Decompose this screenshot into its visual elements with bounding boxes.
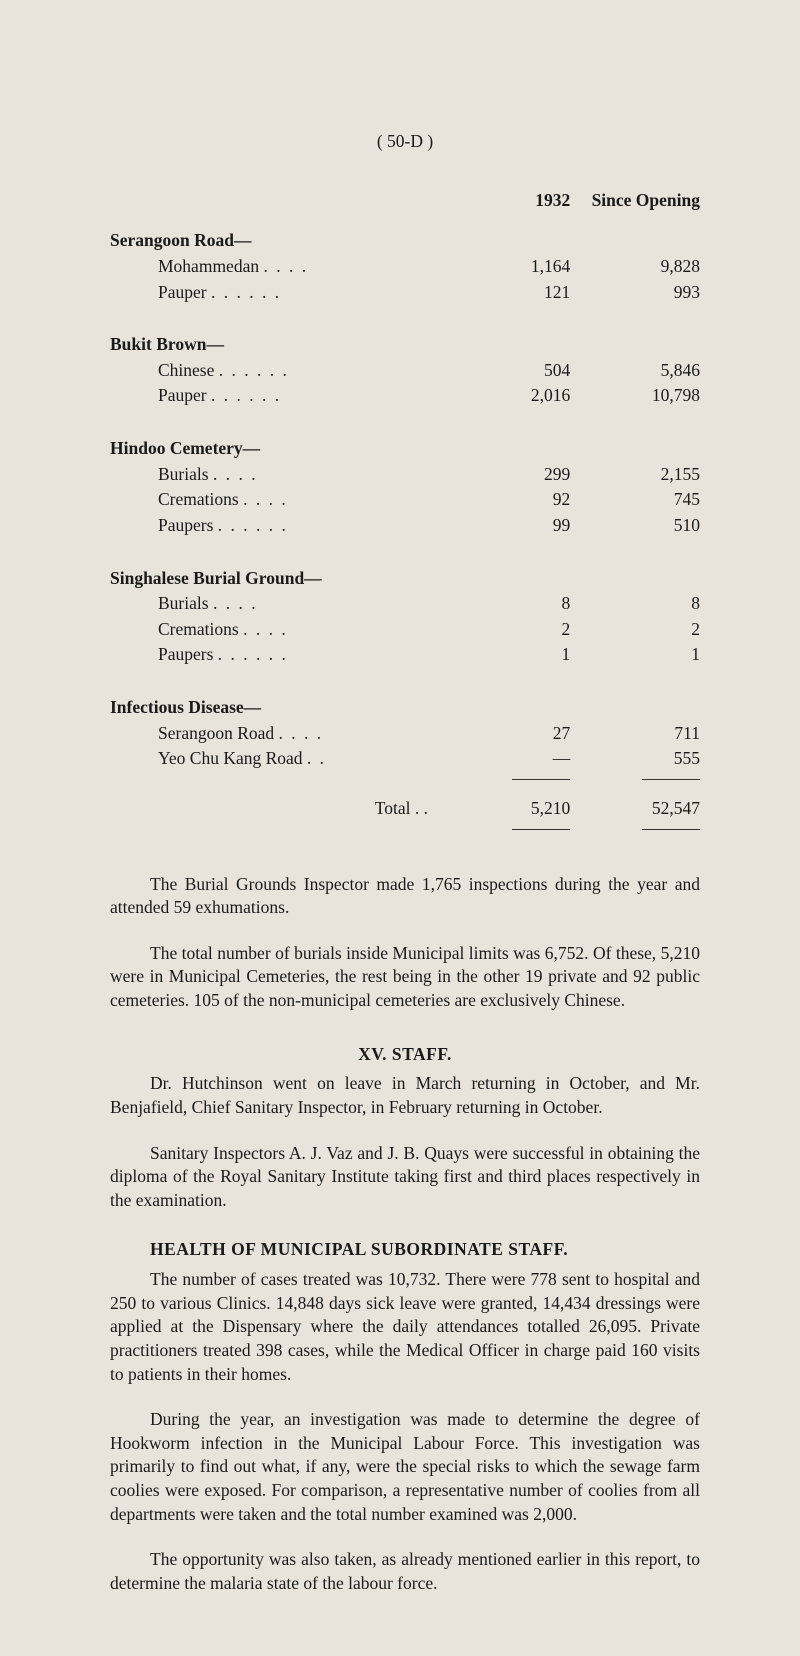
paragraph: The Burial Grounds Inspector made 1,765 …	[110, 873, 700, 920]
column-header-since-opening: Since Opening	[570, 188, 700, 214]
burial-stats-table: 1932 Since Opening Serangoon Road— Moham…	[110, 188, 700, 833]
cell-1932: 2	[464, 617, 570, 643]
section-title: Serangoon Road—	[110, 213, 464, 254]
row-label: Pauper	[158, 282, 207, 302]
total-since: 52,547	[570, 783, 700, 822]
cell-since: 1	[570, 642, 700, 668]
paragraph: Dr. Hutchinson went on leave in March re…	[110, 1072, 700, 1119]
cell-1932: 1,164	[464, 254, 570, 280]
total-label: Total . .	[110, 783, 464, 822]
cell-1932: 504	[464, 358, 570, 384]
cell-1932: 299	[464, 462, 570, 488]
row-label: Pauper	[158, 385, 207, 405]
paragraph: Sanitary Inspectors A. J. Vaz and J. B. …	[110, 1142, 700, 1213]
paragraph: The number of cases treated was 10,732. …	[110, 1268, 700, 1386]
cell-1932: 99	[464, 513, 570, 539]
cell-since: 745	[570, 487, 700, 513]
row-label: Burials	[158, 464, 209, 484]
paragraph: The opportunity was also taken, as alrea…	[110, 1548, 700, 1595]
cell-since: 555	[570, 746, 700, 772]
row-label: Mohammedan	[158, 256, 259, 276]
cell-since: 993	[570, 280, 700, 306]
cell-since: 2	[570, 617, 700, 643]
cell-1932: 27	[464, 721, 570, 747]
row-label: Cremations	[158, 489, 239, 509]
cell-since: 2,155	[570, 462, 700, 488]
row-label: Paupers	[158, 644, 213, 664]
cell-since: 10,798	[570, 383, 700, 409]
section-title: Infectious Disease—	[110, 680, 464, 721]
row-label: Yeo Chu Kang Road	[158, 748, 303, 768]
cell-1932: 92	[464, 487, 570, 513]
document-page: ( 50-D ) 1932 Since Opening Serangoon Ro…	[0, 0, 800, 1656]
row-label: Burials	[158, 593, 209, 613]
section-title: Hindoo Cemetery—	[110, 421, 464, 462]
page-number: ( 50-D )	[110, 130, 700, 154]
cell-1932: 1	[464, 642, 570, 668]
cell-since: 8	[570, 591, 700, 617]
cell-1932: —	[464, 746, 570, 772]
cell-since: 9,828	[570, 254, 700, 280]
section-title: Singhalese Burial Ground—	[110, 551, 464, 592]
paragraph: During the year, an investigation was ma…	[110, 1408, 700, 1526]
section-heading-health: HEALTH OF MUNICIPAL SUBORDINATE STAFF.	[110, 1238, 700, 1262]
section-title: Bukit Brown—	[110, 317, 464, 358]
row-label: Chinese	[158, 360, 214, 380]
cell-since: 711	[570, 721, 700, 747]
cell-since: 510	[570, 513, 700, 539]
cell-1932: 2,016	[464, 383, 570, 409]
cell-1932: 8	[464, 591, 570, 617]
section-heading-staff: XV. STAFF.	[110, 1043, 700, 1067]
total-1932: 5,210	[464, 783, 570, 822]
cell-1932: 121	[464, 280, 570, 306]
cell-since: 5,846	[570, 358, 700, 384]
column-header-year: 1932	[464, 188, 570, 214]
row-label: Paupers	[158, 515, 213, 535]
paragraph: The total number of burials inside Munic…	[110, 942, 700, 1013]
row-label: Cremations	[158, 619, 239, 639]
row-label: Serangoon Road	[158, 723, 274, 743]
